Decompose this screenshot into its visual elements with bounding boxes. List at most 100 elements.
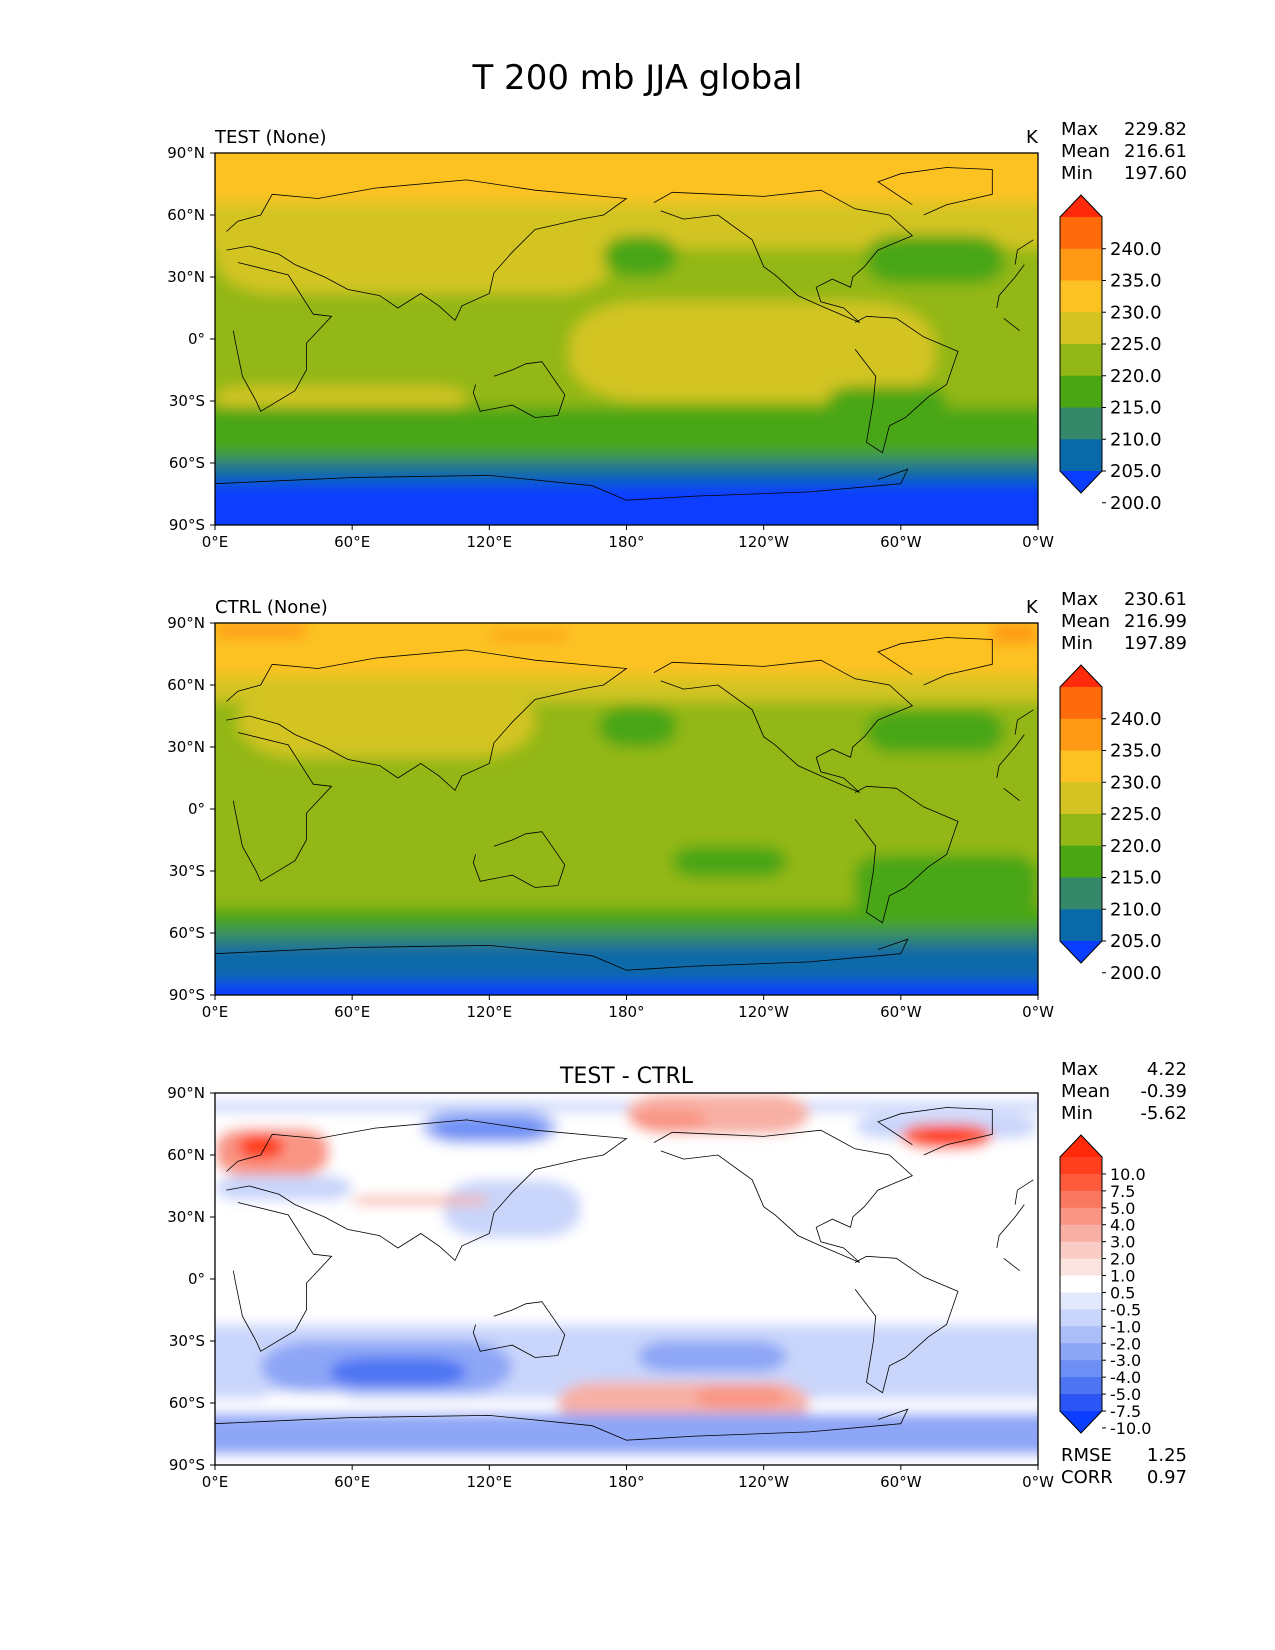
field-region (215, 467, 1038, 488)
colorbar-segment (1060, 1275, 1102, 1293)
field-region (695, 1386, 787, 1408)
x-tick-label: 0°E (202, 533, 229, 551)
field-region (866, 235, 1004, 284)
field-region (443, 1179, 581, 1238)
stat-value: -0.39 (1140, 1081, 1187, 1102)
colorbar-extend-min (1060, 1411, 1102, 1433)
metric-value: 0.97 (1147, 1467, 1187, 1488)
stat-value: 197.89 (1124, 633, 1187, 654)
stat-value: 216.61 (1124, 141, 1187, 162)
colorbar-label: 235.0 (1110, 271, 1162, 292)
coastline (472, 361, 566, 418)
colorbar-segment (1060, 687, 1102, 720)
colorbar-label: 4.0 (1110, 1216, 1135, 1235)
coastline (854, 785, 959, 924)
stat-label: Max (1061, 1059, 1099, 1080)
coastline (877, 1107, 993, 1156)
colorbar-label: 3.0 (1110, 1233, 1135, 1252)
colorbar-label: 210.0 (1110, 429, 1162, 450)
field-region (215, 153, 1038, 211)
stat-label: Mean (1061, 611, 1110, 632)
colorbar-segment (1060, 877, 1102, 910)
field-region (866, 709, 1004, 754)
field-region (432, 1117, 547, 1139)
colorbar-label: 5.0 (1110, 1199, 1135, 1218)
coastline (226, 649, 1034, 792)
colorbar-segment (1060, 312, 1102, 345)
coastline (215, 468, 909, 501)
colorbar-segment (1060, 1224, 1102, 1243)
field-region (260, 1392, 353, 1410)
x-tick-label: 60°E (334, 1003, 370, 1021)
field-region (215, 454, 1038, 470)
y-tick-label: 60°N (167, 676, 205, 694)
metric-value: 1.25 (1147, 1445, 1187, 1466)
field-blobs (215, 623, 1038, 995)
y-tick-label: 90°N (167, 614, 205, 632)
colorbar-segment (1060, 909, 1102, 942)
colorbar-label: 240.0 (1110, 239, 1162, 260)
field-region (215, 928, 1038, 948)
colorbar-label: -4.0 (1110, 1368, 1141, 1387)
field-region (215, 407, 1038, 459)
stat-value: 230.61 (1124, 589, 1187, 610)
colorbar-segment (1060, 750, 1102, 783)
stat-label: Min (1061, 163, 1093, 184)
colorbar-segment (1060, 217, 1102, 250)
x-tick-label: 180° (608, 1473, 644, 1491)
field-region (215, 386, 467, 412)
colorbar-segment (1060, 718, 1102, 751)
field-layer (215, 623, 1038, 995)
stat-value: 4.22 (1147, 1059, 1187, 1080)
colorbar-label: 220.0 (1110, 366, 1162, 387)
y-tick-label: 60°N (167, 1146, 205, 1164)
field-region (237, 685, 536, 758)
coastline (653, 1129, 914, 1263)
colorbar-label: 205.0 (1110, 931, 1162, 952)
units-label: K (1026, 127, 1039, 148)
x-tick-label: 60°E (334, 533, 370, 551)
field-region (631, 1109, 707, 1131)
y-tick-label: 90°S (169, 1456, 205, 1474)
field-region (237, 1134, 284, 1160)
stat-value: -5.62 (1140, 1103, 1187, 1124)
y-tick-label: 90°N (167, 144, 205, 162)
stat-value: 229.82 (1124, 119, 1187, 140)
y-tick-label: 60°S (169, 924, 205, 942)
stat-value: 197.60 (1124, 163, 1187, 184)
field-region (672, 846, 787, 878)
panel-ctrl: CTRL (None) K 0°E 60°E 120°E 180° 120°W 60°W 0°W… (167, 589, 1187, 1021)
field-region (215, 1413, 1038, 1455)
y-tick-label: 90°S (169, 986, 205, 1004)
colorbar-label: 2.0 (1110, 1250, 1135, 1269)
units-label: K (1026, 597, 1039, 618)
colorbar-segment (1060, 1377, 1102, 1395)
y-tick-label: 90°S (169, 516, 205, 534)
y-tick-label: 30°N (167, 738, 205, 756)
x-tick-label: 60°W (880, 1473, 922, 1491)
x-tick-label: 120°W (738, 533, 789, 551)
panel-test: TEST (None) K 0°E 60°E 120°E 180° 120°W 60°W 0°W… (167, 119, 1187, 551)
panel-title: TEST - CTRL (559, 1064, 694, 1089)
x-tick-label: 0°E (202, 1003, 229, 1021)
y-tick-label: 60°S (169, 454, 205, 472)
colorbar-label: -10.0 (1110, 1419, 1151, 1438)
colorbar-segment (1060, 407, 1102, 440)
coastlines (215, 1107, 1034, 1441)
colorbar: 240.0 235.0 230.0 225.0 220.0 215.0 210.0 205.0… (1059, 194, 1162, 514)
x-tick-label: 60°E (334, 1473, 370, 1491)
coastline (854, 1255, 959, 1394)
x-tick-label: 120°E (467, 533, 513, 551)
colorbar-segment (1060, 1190, 1102, 1209)
coastline (877, 637, 993, 686)
colorbar-segment (1060, 248, 1102, 281)
field-region (215, 1101, 1038, 1112)
colorbar-segment (1060, 1241, 1102, 1260)
colorbar-label: 235.0 (1110, 741, 1162, 762)
field-region (615, 215, 1038, 232)
x-tick-label: 180° (608, 1003, 644, 1021)
y-tick-label: 90°N (167, 1084, 205, 1102)
x-tick-label: 0°W (1022, 1003, 1054, 1021)
colorbar-segment (1060, 1173, 1102, 1192)
x-tick-label: 60°W (880, 533, 922, 551)
